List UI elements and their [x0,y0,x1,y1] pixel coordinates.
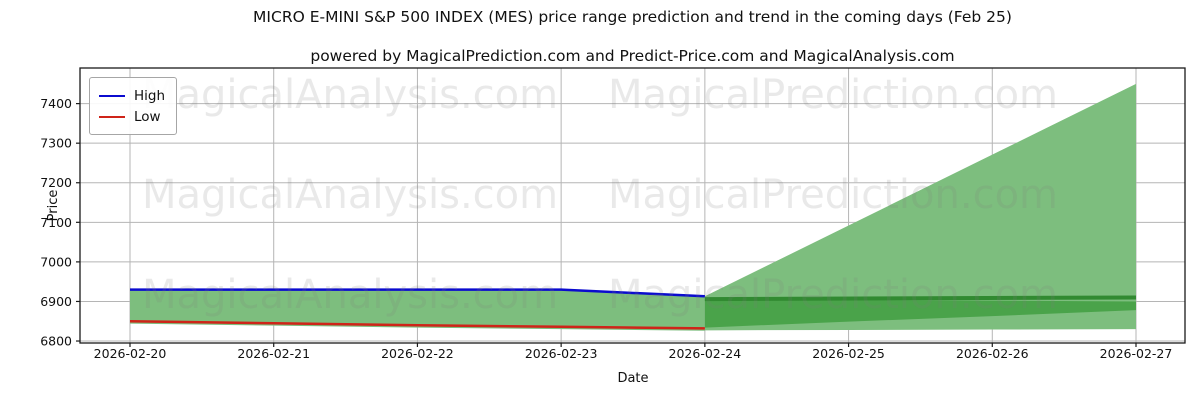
y-tick-label: 7200 [40,175,72,190]
watermark-text: MagicalPrediction.com [608,272,1058,318]
x-tick-label: 2026-02-27 [1100,346,1173,361]
legend-item-high: High [99,85,165,106]
plot-frame [79,67,1186,344]
legend-item-low: Low [99,106,165,127]
y-axis-label: Price [46,190,61,222]
y-tick-label: 7400 [40,96,72,111]
historical-range-band [130,289,705,331]
y-tick-label: 6800 [40,334,72,349]
x-tick-label: 2026-02-20 [94,346,167,361]
x-tick-label: 2026-02-25 [812,346,885,361]
x-tick-label: 2026-02-23 [525,346,598,361]
legend-label-low: Low [134,108,161,125]
x-tick-label: 2026-02-22 [381,346,454,361]
watermark-text: MagicalAnalysis.com [142,72,558,118]
y-tick-label: 7000 [40,254,72,269]
low-line [129,319,705,330]
watermark-text: MagicalAnalysis.com [142,272,558,318]
trend-line [704,295,1137,302]
legend: High Low [89,77,178,135]
x-tick-label: 2026-02-26 [956,346,1029,361]
chart-subtitle: powered by MagicalPrediction.com and Pre… [310,47,955,65]
x-axis-label: Date [617,371,648,386]
watermark-text: MagicalAnalysis.com [142,172,558,218]
y-tick-label: 7300 [40,136,72,151]
y-tick-label: 6900 [40,294,72,309]
chart-title: MICRO E-MINI S&P 500 INDEX (MES) price r… [253,8,1012,26]
x-tick-label: 2026-02-21 [237,346,310,361]
x-tick-label: 2026-02-24 [669,346,742,361]
legend-label-high: High [134,87,166,104]
prediction-fan-band [704,83,1136,331]
y-tick-label: 7100 [40,215,72,230]
watermark-text: MagicalPrediction.com [608,172,1058,218]
watermark-text: MagicalPrediction.com [608,72,1058,118]
high-line-swatch [99,94,125,97]
low-line-swatch [99,115,125,118]
high-line [130,288,705,298]
prediction-core-band [704,299,1136,328]
